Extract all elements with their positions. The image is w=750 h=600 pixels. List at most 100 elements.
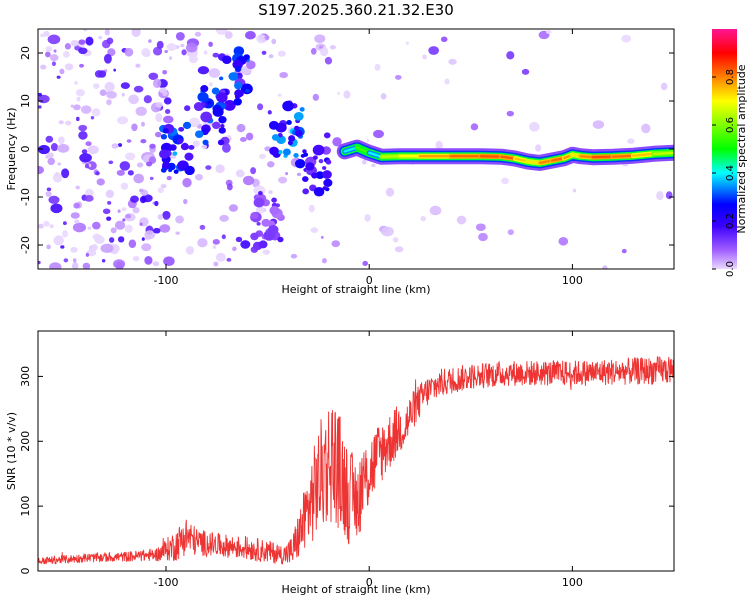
spectrogram-speckle <box>392 237 399 243</box>
spectrogram-speckle <box>285 171 289 176</box>
spectrogram-speckle <box>125 214 132 219</box>
spectrogram-speckle <box>144 230 156 240</box>
spectrogram-speckle <box>106 216 112 221</box>
spectrogram-speckle <box>84 163 90 169</box>
spectrogram-cluster-blob <box>282 100 294 112</box>
spectrogram-speckle <box>141 47 151 57</box>
spectrogram-speckle <box>121 92 125 97</box>
spectrogram-speckle <box>226 183 233 191</box>
spectrogram-speckle <box>99 89 107 96</box>
spectrogram-speckle <box>641 123 651 134</box>
spectrogram-speckle <box>154 131 162 138</box>
spectrogram-speckle <box>119 161 131 171</box>
spectrogram-speckle <box>91 108 101 117</box>
spectrogram-speckle <box>49 54 59 62</box>
spectrogram-cluster-blob <box>228 72 239 81</box>
spectrogram-speckle <box>215 29 228 35</box>
spectrogram-speckle <box>182 177 192 188</box>
spectrogram-speckle <box>501 177 509 185</box>
spectrogram-cluster-blob <box>245 88 250 93</box>
spectrogram-speckle <box>428 46 440 55</box>
spectrogram-speckle <box>47 152 54 158</box>
colorbar-gradient <box>712 29 737 269</box>
spectrogram-speckle <box>219 214 229 222</box>
spectrogram-ridge-core <box>652 151 674 155</box>
spectrogram-speckle <box>74 219 80 224</box>
spectrogram-speckle <box>78 47 88 55</box>
spectrogram-speckle <box>314 34 326 44</box>
spectrogram-speckle <box>152 261 160 267</box>
spectrogram-speckle <box>371 163 376 167</box>
spectrogram-speckle <box>394 246 404 253</box>
spectrogram-cluster-blob <box>180 142 189 151</box>
spectrogram-speckle <box>343 90 351 99</box>
spectrogram-cluster-blob <box>295 129 303 137</box>
spectrogram-speckle <box>76 96 81 102</box>
spectrogram-speckle <box>104 81 115 92</box>
spectrogram-speckle <box>236 123 246 133</box>
spectrogram-speckle <box>546 29 552 35</box>
spectrogram-speckle <box>435 140 443 150</box>
spectrogram-speckle <box>240 240 251 249</box>
spectrogram-cluster-blob <box>233 46 245 56</box>
spectrogram-cluster-blob <box>217 139 225 146</box>
spectrogram-cluster-blob <box>202 139 209 146</box>
spectrogram-speckle <box>268 54 274 59</box>
spectrogram-speckle <box>38 260 41 265</box>
spectrogram-speckle <box>185 42 198 53</box>
spectrogram-speckle <box>660 82 668 91</box>
spectrogram-cluster-blob <box>218 76 224 81</box>
spectrogram-cluster-blob <box>318 159 324 164</box>
spectrogram-speckle <box>163 97 172 105</box>
spectrogram-speckle <box>120 182 129 190</box>
snr-panel: -100 0 100 0 100 200 300 Height of straight li… <box>5 330 675 596</box>
spectrogram-speckle <box>124 47 134 57</box>
spectrogram-speckle <box>45 135 54 143</box>
spectrogram-cluster-blob <box>269 205 280 216</box>
spectrogram-speckle <box>96 178 105 186</box>
spectrogram-speckle <box>164 109 171 114</box>
spectrogram-speckle <box>70 212 80 219</box>
spectrogram-speckle <box>374 63 381 71</box>
spectrogram-speckle <box>78 39 86 45</box>
spectrogram-cluster-blob <box>282 148 291 156</box>
spectrogram-speckle <box>110 227 117 234</box>
spectrogram-speckle <box>38 223 44 229</box>
spectrogram-speckle <box>212 238 220 245</box>
spectrogram-speckle <box>239 136 247 142</box>
spectrogram-speckle <box>224 31 233 39</box>
spectrogram-speckle <box>166 175 172 181</box>
spectrogram-speckle <box>197 66 210 75</box>
spectrogram-speckle <box>149 176 154 181</box>
spectrogram-speckle <box>621 248 627 254</box>
spectrogram-speckle <box>271 38 277 45</box>
spectrogram-speckle <box>310 47 317 55</box>
spectrogram-speckle <box>128 94 139 105</box>
colorbar-tick-label: 0.6 <box>725 117 736 133</box>
spectrogram-speckle <box>98 35 103 40</box>
spectrogram-speckle <box>261 50 267 55</box>
snr-xtick-label: 100 <box>562 576 583 589</box>
spectrogram-speckle <box>38 92 43 97</box>
spectrogram-speckle <box>108 160 114 165</box>
spectrogram-speckle <box>130 195 139 203</box>
spectrogram-speckle <box>201 144 208 149</box>
spectrogram-ytick-label: 0 <box>19 146 32 153</box>
colorbar-tick-label: 0.4 <box>725 165 736 181</box>
spectrogram-speckle <box>92 233 102 241</box>
spectrogram-speckle <box>175 231 180 235</box>
spectrogram-speckle <box>38 105 42 109</box>
spectrogram-speckle <box>420 216 426 222</box>
spectrogram-speckle <box>320 235 324 239</box>
spectrogram-speckle <box>127 170 134 176</box>
spectrogram-speckle <box>71 262 79 269</box>
spectrogram-speckle <box>43 220 50 227</box>
spectrogram-cluster-blob <box>322 166 327 170</box>
snr-frame <box>37 330 675 572</box>
spectrogram-speckle <box>106 37 114 45</box>
spectrogram-ylabel: Frequency (Hz) <box>5 108 18 191</box>
spectrogram-speckle <box>245 132 254 141</box>
spectrogram-cluster-blob <box>211 87 220 95</box>
spectrogram-ytick-label: -10 <box>19 188 32 206</box>
spectrogram-speckle <box>163 216 169 220</box>
